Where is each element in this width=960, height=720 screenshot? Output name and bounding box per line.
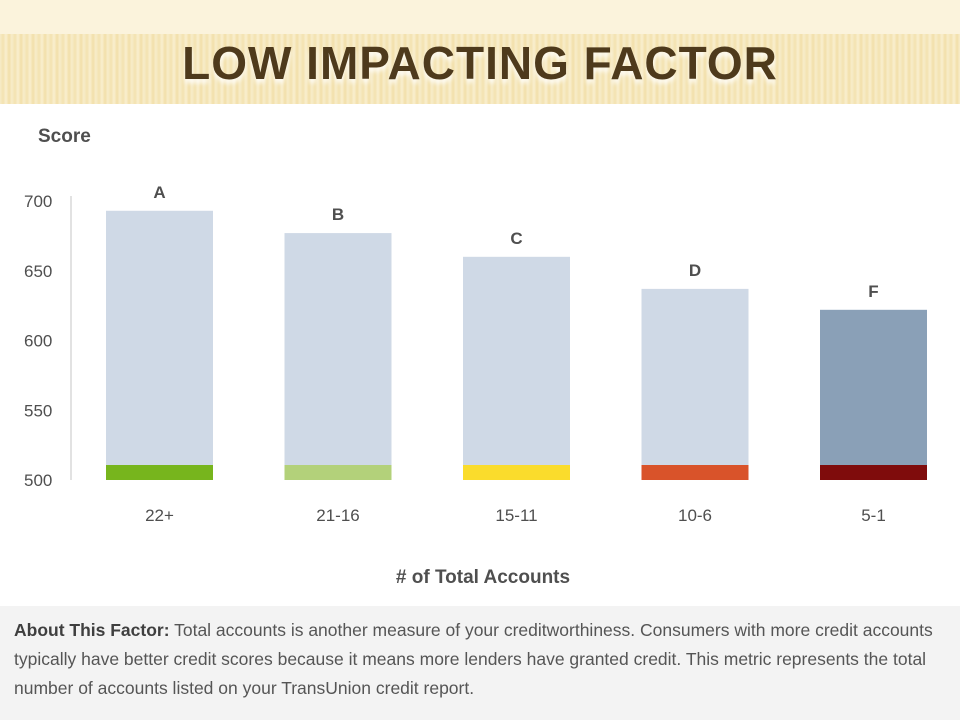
bar-chart: Score # of Total Accounts 700 650 600 550 50… [24, 126, 927, 588]
bar-grade-band [284, 465, 392, 480]
bar [641, 288, 749, 480]
x-tick-label: 15-11 [495, 506, 537, 525]
y-tick-label: 600 [24, 332, 52, 351]
page-title: LOW IMPACTING FACTOR [182, 37, 778, 89]
bar-grade-label: C [510, 229, 522, 248]
x-tick-label: 22+ [145, 506, 174, 525]
about-factor-box: About This Factor: Total accounts is ano… [0, 606, 960, 720]
title-banner [0, 0, 960, 104]
bar-grade-band [106, 465, 213, 480]
about-label: About This Factor: [14, 620, 170, 640]
x-tick-label: 10-6 [678, 506, 712, 525]
y-axis-label: Score [38, 126, 91, 147]
x-axis-label: # of Total Accounts [396, 567, 570, 588]
bar-grade-label: B [332, 205, 344, 224]
bar [106, 210, 213, 480]
bar-grade-label: A [153, 183, 165, 202]
y-tick-label: 700 [24, 192, 52, 211]
about-text: Total accounts is another measure of you… [14, 620, 933, 698]
y-tick-label: 500 [24, 471, 52, 490]
bar-grade-label: F [868, 282, 878, 301]
y-tick-label: 650 [24, 262, 52, 281]
bar-grade-band [463, 465, 570, 480]
y-tick-label: 550 [24, 401, 52, 420]
bar [820, 309, 927, 480]
bar [463, 256, 570, 480]
bar-grade-label: D [689, 261, 701, 280]
bar-grade-band [820, 465, 927, 480]
bar [284, 233, 392, 480]
x-tick-label: 5-1 [861, 506, 886, 525]
x-tick-label: 21-16 [316, 506, 359, 525]
bar-grade-band [641, 465, 749, 480]
